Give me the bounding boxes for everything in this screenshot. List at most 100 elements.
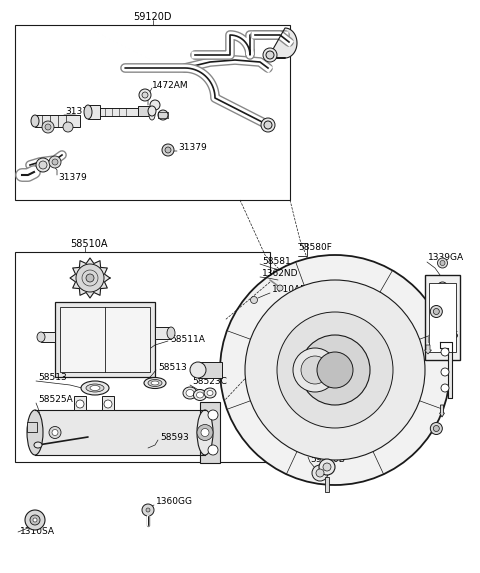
- Text: 43779A: 43779A: [388, 374, 423, 383]
- Text: 59120D: 59120D: [133, 12, 172, 22]
- Circle shape: [49, 156, 61, 168]
- Circle shape: [190, 362, 206, 378]
- Circle shape: [300, 335, 370, 405]
- Ellipse shape: [144, 378, 166, 388]
- Ellipse shape: [90, 386, 100, 391]
- Circle shape: [293, 348, 337, 392]
- Bar: [41, 332, 55, 342]
- Circle shape: [52, 430, 58, 435]
- Text: 58513: 58513: [158, 363, 187, 371]
- Ellipse shape: [207, 391, 213, 395]
- Bar: [98, 108, 138, 116]
- Text: 31379: 31379: [178, 143, 207, 152]
- Text: 58510A: 58510A: [70, 239, 108, 249]
- Circle shape: [208, 445, 218, 455]
- Ellipse shape: [86, 384, 104, 392]
- Text: 59110B: 59110B: [310, 456, 345, 465]
- Ellipse shape: [37, 332, 45, 342]
- Text: 58525A: 58525A: [38, 395, 73, 405]
- Circle shape: [312, 465, 328, 481]
- Text: 1710AB: 1710AB: [272, 285, 307, 295]
- Circle shape: [30, 515, 40, 525]
- Bar: [138, 106, 152, 116]
- Text: 1311FA: 1311FA: [365, 316, 398, 324]
- Text: 31379: 31379: [58, 174, 87, 182]
- Bar: [27, 422, 37, 432]
- Text: 58511A: 58511A: [170, 336, 205, 344]
- FancyArrow shape: [440, 405, 444, 417]
- Polygon shape: [70, 258, 110, 298]
- Bar: [15, 25, 290, 200]
- Circle shape: [261, 118, 275, 132]
- Ellipse shape: [149, 110, 155, 120]
- Circle shape: [63, 122, 73, 132]
- Text: 1360GG: 1360GG: [156, 497, 193, 507]
- Circle shape: [158, 110, 168, 120]
- Text: 58593: 58593: [160, 434, 189, 442]
- Circle shape: [437, 312, 447, 322]
- Text: 31379: 31379: [65, 108, 94, 116]
- Bar: [88, 105, 100, 119]
- Circle shape: [245, 280, 425, 460]
- Circle shape: [263, 48, 277, 62]
- Circle shape: [201, 429, 209, 437]
- Circle shape: [317, 352, 353, 388]
- Circle shape: [441, 384, 449, 392]
- Circle shape: [76, 400, 84, 408]
- Bar: [35, 115, 80, 127]
- Text: 58513: 58513: [38, 374, 67, 383]
- Polygon shape: [268, 28, 297, 58]
- Text: 58580F: 58580F: [298, 244, 332, 253]
- Circle shape: [76, 264, 104, 292]
- Circle shape: [264, 121, 272, 129]
- Circle shape: [433, 426, 439, 431]
- Circle shape: [165, 147, 171, 153]
- Circle shape: [197, 425, 213, 441]
- Circle shape: [220, 255, 450, 485]
- Circle shape: [441, 348, 449, 356]
- Ellipse shape: [193, 390, 206, 401]
- Circle shape: [39, 161, 47, 169]
- Circle shape: [440, 261, 445, 265]
- Circle shape: [45, 124, 51, 130]
- Ellipse shape: [84, 105, 92, 119]
- Circle shape: [437, 342, 447, 352]
- Bar: [15, 252, 270, 462]
- Text: 59145: 59145: [430, 331, 458, 339]
- Bar: [200, 402, 220, 463]
- Circle shape: [277, 312, 393, 428]
- Ellipse shape: [148, 379, 162, 387]
- Circle shape: [52, 159, 58, 165]
- Bar: [55, 302, 155, 377]
- Ellipse shape: [204, 388, 216, 398]
- Circle shape: [437, 258, 447, 268]
- Circle shape: [142, 92, 148, 98]
- Text: 1472AM: 1472AM: [152, 80, 189, 89]
- Bar: [102, 396, 114, 410]
- Circle shape: [319, 459, 335, 475]
- Text: 58523C: 58523C: [192, 378, 227, 387]
- Circle shape: [323, 463, 331, 471]
- Circle shape: [36, 158, 50, 172]
- Ellipse shape: [167, 327, 175, 339]
- Text: 1362ND: 1362ND: [262, 269, 299, 278]
- Circle shape: [142, 504, 154, 516]
- Circle shape: [251, 296, 257, 304]
- Bar: [429, 283, 456, 352]
- Bar: [60, 307, 150, 372]
- Circle shape: [33, 518, 37, 522]
- Circle shape: [266, 51, 274, 59]
- Circle shape: [139, 89, 151, 101]
- Circle shape: [104, 400, 112, 408]
- Circle shape: [441, 368, 449, 376]
- Ellipse shape: [34, 442, 42, 448]
- Ellipse shape: [31, 115, 39, 127]
- Ellipse shape: [186, 390, 194, 397]
- Bar: [74, 396, 86, 410]
- Circle shape: [208, 410, 218, 420]
- Bar: [155, 327, 171, 339]
- Circle shape: [431, 305, 443, 317]
- Ellipse shape: [151, 381, 159, 385]
- Polygon shape: [440, 342, 452, 398]
- Circle shape: [25, 510, 45, 530]
